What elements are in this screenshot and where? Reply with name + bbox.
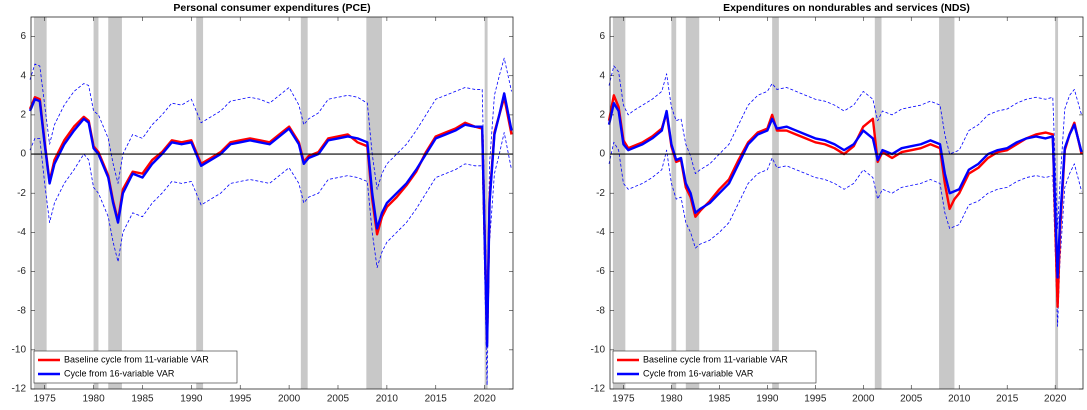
- x-tick-label: 1975: [612, 394, 635, 405]
- y-tick-label: -10: [591, 344, 606, 355]
- x-tick-label: 2020: [474, 394, 497, 405]
- y-tick-label: 4: [599, 70, 605, 81]
- x-tick-label: 1975: [34, 394, 57, 405]
- x-tick-label: 1980: [660, 394, 683, 405]
- x-tick-label: 1985: [131, 394, 154, 405]
- y-tick-label: 6: [20, 31, 26, 42]
- y-tick-label: 6: [599, 31, 605, 42]
- chart-title: Personal consumer expenditures (PCE): [173, 2, 370, 14]
- y-tick-label: 2: [599, 110, 605, 121]
- y-tick-label: -10: [12, 344, 27, 355]
- x-tick-label: 1985: [708, 394, 731, 405]
- y-tick-label: -2: [17, 188, 26, 199]
- y-tick-label: 0: [20, 149, 26, 160]
- recession-shade: [939, 17, 955, 389]
- x-tick-label: 1995: [804, 394, 827, 405]
- legend: Baseline cycle from 11-variable VAR Cycle…: [33, 350, 238, 384]
- plot-area: [610, 17, 1083, 389]
- axes-box: [30, 16, 514, 390]
- y-tick-label: 2: [20, 110, 26, 121]
- legend-label: Baseline cycle from 11-variable VAR: [64, 354, 209, 364]
- chart-title: Expenditures on nondurables and services…: [723, 2, 970, 14]
- x-tick-label: 1990: [180, 394, 203, 405]
- series-line: [607, 101, 1083, 279]
- y-tick-label: -4: [596, 227, 605, 238]
- y-tick-label: -6: [596, 266, 605, 277]
- series-line: [28, 96, 513, 342]
- plot-area: [31, 17, 513, 389]
- y-tick-label: 0: [599, 149, 605, 160]
- y-tick-label: -8: [596, 305, 605, 316]
- y-tick-label: -2: [596, 188, 605, 199]
- x-tick-label: 2015: [425, 394, 448, 405]
- x-tick-label: 2005: [900, 394, 923, 405]
- legend-box: [33, 350, 238, 384]
- recession-shade: [874, 17, 882, 389]
- recession-shade: [484, 17, 488, 389]
- x-tick-label: 2005: [327, 394, 350, 405]
- recession-shade: [196, 17, 204, 389]
- legend: Baseline cycle from 11-variable VAR Cycle…: [612, 350, 817, 384]
- band-line: [608, 141, 1082, 327]
- x-tick-label: 2000: [278, 394, 301, 405]
- x-tick-label: 2020: [1044, 394, 1067, 405]
- x-tick-label: 2010: [376, 394, 399, 405]
- y-tick-label: -6: [17, 266, 26, 277]
- recession-shade: [612, 17, 626, 389]
- x-tick-label: 1995: [229, 394, 252, 405]
- band-line: [29, 57, 512, 308]
- legend-label: Cycle from 16-variable VAR: [64, 368, 175, 378]
- recession-shade: [93, 17, 99, 389]
- recession-shade: [772, 17, 779, 389]
- axes-box: [609, 16, 1084, 390]
- y-tick-label: -4: [17, 227, 26, 238]
- recession-shade: [108, 17, 122, 389]
- band-line: [608, 65, 1082, 229]
- y-tick-label: -12: [591, 384, 606, 395]
- legend-label: Cycle from 16-variable VAR: [643, 368, 754, 378]
- y-tick-label: -8: [17, 305, 26, 316]
- series-line: [28, 92, 513, 348]
- y-tick-label: -12: [12, 384, 27, 395]
- legend-box: [612, 350, 817, 384]
- x-tick-label: 2010: [948, 394, 971, 405]
- legend-label: Baseline cycle from 11-variable VAR: [643, 354, 788, 364]
- recession-shade: [300, 17, 308, 389]
- panel: Personal consumer expenditures (PCE) -12 -…: [12, 2, 514, 405]
- x-tick-label: 2015: [996, 394, 1019, 405]
- x-tick-label: 1980: [82, 394, 105, 405]
- recession-shade: [33, 17, 47, 389]
- y-tick-label: 4: [20, 70, 26, 81]
- panel: Expenditures on nondurables and services…: [591, 2, 1084, 405]
- recession-shade: [671, 17, 677, 389]
- x-tick-label: 2000: [852, 394, 875, 405]
- x-tick-label: 1990: [756, 394, 779, 405]
